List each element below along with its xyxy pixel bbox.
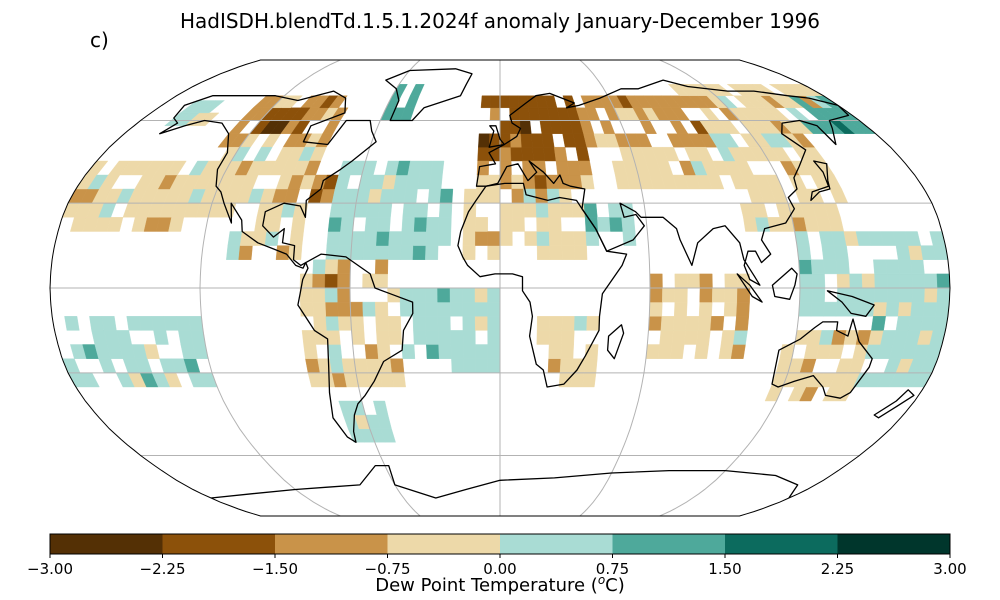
anomaly-cell	[578, 160, 593, 176]
anomaly-cell	[253, 147, 273, 162]
coastline	[211, 464, 799, 499]
panel-label: c)	[90, 28, 109, 52]
coastline	[771, 267, 798, 300]
coastline	[385, 68, 473, 122]
colorbar-tick-label: −0.75	[365, 560, 411, 578]
coastline	[475, 79, 850, 286]
graticule	[50, 60, 950, 516]
anomaly-cell	[718, 133, 740, 148]
colorbar-label-suffix: C)	[605, 575, 625, 596]
anomaly-cell	[751, 84, 780, 96]
anomaly-cell	[312, 301, 327, 317]
coastlines	[159, 68, 915, 499]
coastline	[159, 90, 377, 269]
anomaly-cell	[373, 400, 389, 416]
globe-outline	[49, 59, 951, 517]
anomaly-cell	[694, 147, 714, 162]
colorbar-tick-label: 2.25	[821, 560, 854, 578]
anomaly-cell	[303, 160, 322, 176]
colorbar-bin	[50, 534, 163, 554]
colorbar-tick-label: −2.25	[140, 560, 186, 578]
colorbar-bin	[162, 534, 276, 554]
coastline	[488, 125, 505, 148]
anomaly-cell	[64, 316, 80, 331]
colorbar-tick-label: 0.75	[596, 560, 629, 578]
colorbar-label: Dew Point Temperature (oC)	[0, 573, 1000, 596]
colorbar-tick-label: 3.00	[933, 560, 966, 578]
anomaly-cell	[101, 316, 117, 331]
anomaly-cell	[374, 259, 389, 275]
coastline	[736, 273, 763, 303]
anomaly-cell	[584, 344, 599, 359]
anomaly-cell	[475, 217, 489, 232]
anomaly-cell	[409, 84, 425, 96]
coastline	[457, 182, 628, 388]
colorbar-bin	[500, 534, 613, 554]
colorbar-bin	[387, 534, 501, 554]
anomaly-cell	[871, 316, 886, 331]
colorbar-tick-label: −3.00	[27, 560, 73, 578]
anomaly-cell	[200, 160, 221, 176]
anomaly-cell	[936, 287, 950, 303]
anomaly-cell	[194, 112, 220, 126]
colorbar-tick-label: −1.50	[252, 560, 298, 578]
anomaly-cell	[904, 231, 922, 246]
world-anomaly-map	[49, 59, 951, 517]
anomaly-cell	[281, 95, 303, 108]
anomaly-cell	[662, 147, 680, 162]
colorbar-label-prefix: Dew Point Temperature (	[375, 575, 598, 596]
anomaly-cell	[165, 160, 187, 176]
coastline	[826, 290, 875, 317]
colorbar-tick-label: 1.50	[708, 560, 741, 578]
coastline	[297, 253, 414, 443]
colorbar-bin	[275, 534, 388, 554]
coastline	[606, 324, 625, 360]
colorbar-bin	[837, 534, 951, 554]
coastline	[771, 318, 873, 399]
colorbar-bin	[725, 534, 838, 554]
colorbar-label-degree: o	[597, 573, 606, 587]
map-title: HadISDH.blendTd.1.5.1.2024f anomaly Janu…	[179, 9, 821, 33]
colorbar-tick-label: 0.00	[483, 560, 516, 578]
anomaly-cell	[430, 160, 445, 176]
anomaly-cell	[476, 160, 490, 176]
anomaly-cell	[791, 133, 816, 148]
anomaly-cell	[328, 95, 348, 108]
coastline	[873, 389, 915, 419]
colorbar-bin	[612, 534, 726, 554]
anomaly-cell	[266, 217, 282, 232]
coastline	[810, 160, 831, 202]
anomaly-cell	[199, 100, 225, 114]
